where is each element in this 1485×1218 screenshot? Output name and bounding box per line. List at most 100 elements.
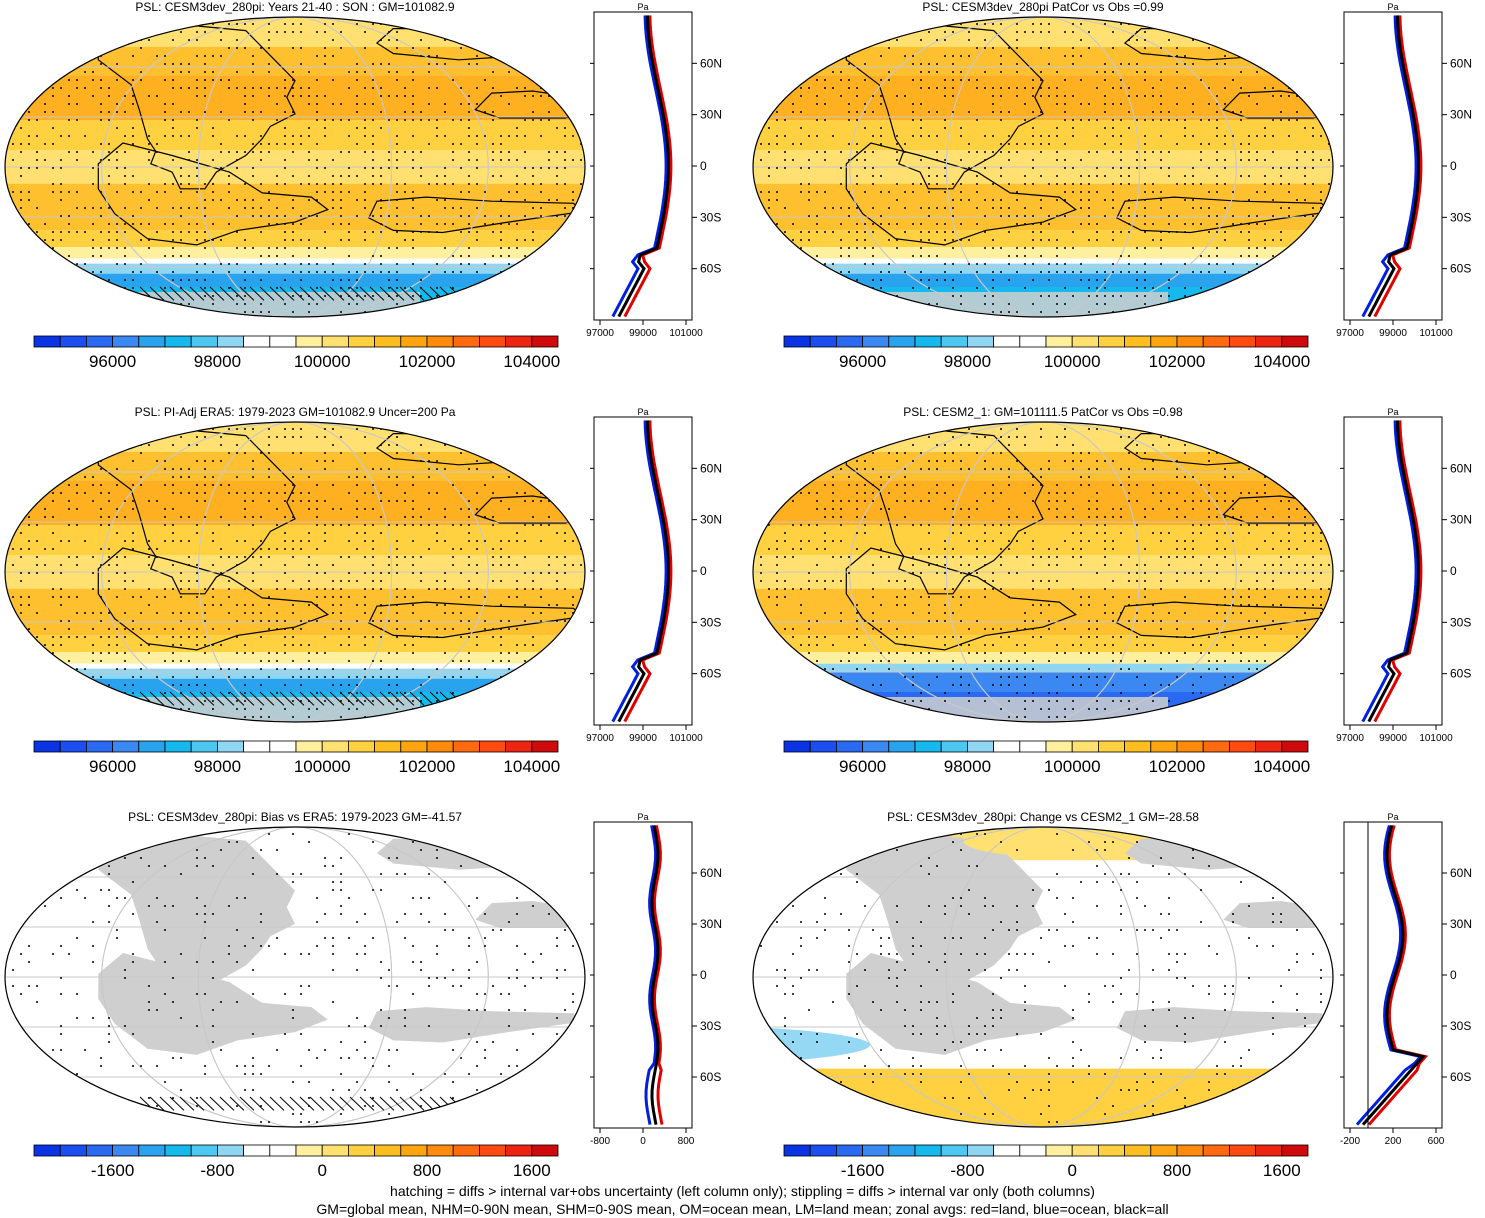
stipple-dot [268, 428, 270, 430]
stipple-dot [100, 468, 102, 470]
stipple-dot [1296, 953, 1298, 955]
stipple-dot [984, 159, 986, 161]
stipple-dot [396, 183, 398, 185]
stipple-dot [880, 95, 882, 97]
stipple-dot [468, 231, 470, 233]
stipple-dot [936, 484, 938, 486]
stipple-dot [1200, 119, 1202, 121]
stipple-dot [196, 1097, 198, 1099]
stipple-dot [332, 191, 334, 193]
stipple-dot [1032, 516, 1034, 518]
stipple-dot [1008, 524, 1010, 526]
stipple-dot [960, 937, 962, 939]
stipple-dot [100, 119, 102, 121]
stipple-dot [1128, 857, 1130, 859]
stipple-dot [992, 1113, 994, 1115]
stipple-dot [856, 231, 858, 233]
stipple-dot [332, 945, 334, 947]
stipple-dot [808, 167, 810, 169]
stipple-dot [808, 644, 810, 646]
stipple-dot [1128, 255, 1130, 257]
stipple-dot [1312, 127, 1314, 129]
stipple-dot [132, 135, 134, 137]
stipple-dot [428, 452, 430, 454]
stipple-dot [516, 247, 518, 249]
stipple-dot [1088, 191, 1090, 193]
stipple-dot [1136, 881, 1138, 883]
stipple-dot [1032, 556, 1034, 558]
stipple-dot [228, 588, 230, 590]
stipple-dot [276, 255, 278, 257]
stipple-dot [1024, 255, 1026, 257]
stipple-dot [1112, 103, 1114, 105]
stipple-dot [468, 151, 470, 153]
stipple-dot [1128, 452, 1130, 454]
stipple-dot [1280, 183, 1282, 185]
stipple-dot [20, 167, 22, 169]
stipple-dot [1072, 460, 1074, 462]
stipple-dot [984, 23, 986, 25]
stipple-dot [148, 159, 150, 161]
stipple-dot [1280, 239, 1282, 241]
stipple-dot [236, 700, 238, 702]
stipple-dot [1072, 231, 1074, 233]
stipple-dot [420, 897, 422, 899]
stipple-dot [1144, 644, 1146, 646]
stipple-dot [116, 111, 118, 113]
stipple-dot [164, 692, 166, 694]
stipple-dot [148, 247, 150, 249]
stipple-dot [944, 79, 946, 81]
stipple-dot [1024, 436, 1026, 438]
stipple-dot [268, 492, 270, 494]
stipple-dot [968, 1073, 970, 1075]
stipple-dot [452, 223, 454, 225]
stipple-dot [1264, 596, 1266, 598]
stipple-dot [856, 239, 858, 241]
stipple-dot [388, 444, 390, 446]
stipple-dot [896, 921, 898, 923]
anomaly-region [753, 1068, 1333, 1127]
map-color-band [5, 652, 585, 664]
stipple-dot [292, 31, 294, 33]
stipple-dot [476, 540, 478, 542]
stipple-dot [132, 881, 134, 883]
stipple-dot [180, 873, 182, 875]
stipple-dot [76, 564, 78, 566]
zonal-lat-label: 30N [1450, 108, 1472, 122]
stipple-dot [364, 492, 366, 494]
stipple-dot [1104, 287, 1106, 289]
stipple-dot [1096, 119, 1098, 121]
stipple-dot [300, 263, 302, 265]
stipple-dot [436, 135, 438, 137]
stipple-dot [580, 183, 582, 185]
hatch-line [229, 691, 245, 706]
stipple-dot [36, 636, 38, 638]
stipple-dot [1280, 985, 1282, 987]
stipple-dot [412, 119, 414, 121]
stipple-dot [188, 255, 190, 257]
stipple-dot [1088, 484, 1090, 486]
stipple-dot [976, 1049, 978, 1051]
stipple-dot [832, 476, 834, 478]
stipple-dot [252, 612, 254, 614]
stipple-dot [180, 1089, 182, 1091]
stipple-dot [1064, 247, 1066, 249]
stipple-dot [476, 231, 478, 233]
stipple-dot [896, 239, 898, 241]
stipple-dot [976, 151, 978, 153]
stipple-dot [388, 159, 390, 161]
stipple-dot [1160, 540, 1162, 542]
stipple-dot [364, 167, 366, 169]
stipple-dot [936, 1017, 938, 1019]
stipple-dot [1016, 460, 1018, 462]
stipple-dot [252, 652, 254, 654]
stipple-dot [76, 87, 78, 89]
map-color-band [753, 422, 1333, 452]
stipple-dot [888, 937, 890, 939]
stipple-dot [880, 684, 882, 686]
stipple-dot [52, 572, 54, 574]
stipple-dot [1048, 500, 1050, 502]
stipple-dot [212, 484, 214, 486]
stipple-dot [332, 676, 334, 678]
stipple-dot [1304, 628, 1306, 630]
